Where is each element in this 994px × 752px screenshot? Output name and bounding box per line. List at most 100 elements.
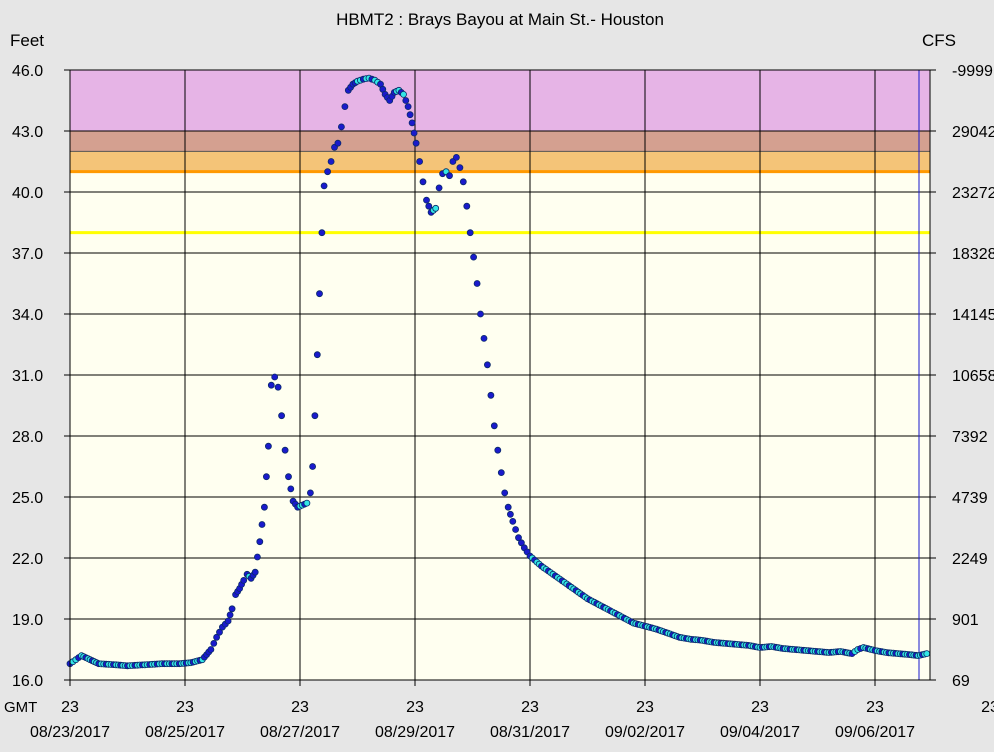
data-point — [487, 391, 495, 399]
data-point — [483, 361, 491, 369]
data-point — [432, 204, 440, 212]
data-point — [341, 103, 349, 110]
timezone-label: GMT — [4, 699, 37, 716]
data-point — [240, 577, 248, 584]
y-right-tick-label: 18328 — [952, 246, 994, 263]
data-point — [477, 310, 484, 318]
data-point — [497, 469, 505, 477]
right-axis-label: CFS — [922, 31, 956, 50]
data-point — [251, 568, 259, 576]
data-point — [287, 485, 295, 493]
y-right-tick-label: 69 — [952, 673, 970, 690]
data-point — [258, 521, 266, 528]
data-point — [412, 139, 420, 147]
data-point — [213, 633, 221, 641]
data-point — [253, 553, 261, 561]
data-point — [281, 446, 289, 454]
data-point — [404, 103, 412, 110]
data-point — [406, 111, 414, 119]
data-point — [515, 534, 522, 542]
data-point — [264, 442, 272, 450]
data-point — [470, 253, 478, 261]
x-tick-date-label: 09/04/2017 — [720, 724, 800, 741]
x-tick-hour-label: 23 — [176, 699, 194, 716]
data-point — [425, 202, 433, 210]
y-right-tick-label: 23272 — [952, 185, 994, 202]
x-tick-date-label: 08/29/2017 — [375, 724, 455, 741]
x-tick-hour-label: 23 — [406, 699, 424, 716]
data-point — [271, 373, 279, 381]
y-right-tick-label: 10658 — [952, 368, 994, 385]
y-tick-label: 19.0 — [12, 612, 43, 629]
data-point — [408, 119, 416, 127]
y-tick-label: 34.0 — [12, 307, 43, 324]
data-point — [318, 229, 326, 237]
data-point — [334, 139, 342, 147]
data-point — [216, 628, 223, 636]
y-right-tick-label: 7392 — [952, 429, 988, 446]
y-right-tick-label: 4739 — [952, 490, 988, 507]
data-point — [210, 640, 218, 647]
data-point — [509, 518, 517, 525]
data-point — [256, 538, 264, 546]
data-point — [337, 123, 345, 131]
data-point — [228, 605, 236, 613]
y-right-tick-label: -9999 — [952, 63, 993, 80]
flood-band-moderate — [70, 151, 930, 172]
flood-band-record — [70, 70, 930, 131]
left-axis-label: Feet — [10, 31, 44, 50]
x-tick-date-label: 08/23/2017 — [30, 724, 110, 741]
y-tick-label: 25.0 — [12, 490, 43, 507]
y-tick-label: 37.0 — [12, 246, 43, 263]
data-point — [452, 153, 460, 161]
data-point — [501, 489, 509, 497]
data-point — [490, 422, 498, 430]
y-tick-label: 46.0 — [12, 63, 43, 80]
data-point — [327, 158, 335, 165]
y-tick-label: 22.0 — [12, 551, 43, 568]
data-point — [306, 489, 314, 497]
data-point — [459, 178, 467, 186]
plot-frame — [69, 69, 931, 681]
chart-title: HBMT2 : Brays Bayou at Main St.- Houston — [336, 10, 664, 29]
y-tick-label: 31.0 — [12, 368, 43, 385]
y-right-tick-label: 14145 — [952, 307, 994, 324]
data-point — [419, 178, 427, 186]
data-point — [311, 412, 319, 420]
y-right-tick-label: 2249 — [952, 551, 988, 568]
data-point — [504, 503, 512, 511]
data-point — [473, 280, 481, 287]
flood-band-major — [70, 131, 930, 152]
data-point — [923, 650, 931, 657]
x-tick-date-label: 08/25/2017 — [145, 724, 225, 741]
data-point — [400, 91, 407, 98]
data-point — [494, 446, 502, 454]
data-point — [480, 334, 488, 342]
data-point — [518, 539, 525, 547]
x-tick-date-label: 08/27/2017 — [260, 724, 340, 741]
data-point — [313, 351, 321, 359]
x-tick-hour-label: 23 — [291, 699, 309, 716]
data-point — [463, 202, 471, 210]
data-point — [278, 412, 286, 420]
y-right-tick-label: 29042 — [952, 124, 994, 141]
x-tick-hour-label: 23 — [636, 699, 654, 716]
data-point — [316, 290, 323, 298]
x-tick-date-label: 08/31/2017 — [490, 724, 570, 741]
x-tick-hour-label: 23 — [751, 699, 769, 716]
y-tick-label: 16.0 — [12, 673, 43, 690]
data-point — [267, 381, 275, 389]
data-point — [285, 473, 292, 481]
data-point — [274, 383, 282, 391]
data-point — [416, 158, 424, 165]
data-point — [435, 184, 443, 192]
x-tick-hour-label: 23 — [61, 699, 79, 716]
data-point — [446, 172, 453, 180]
y-right-tick-label: 901 — [952, 612, 979, 629]
data-point — [456, 164, 464, 172]
x-tick-hour-label: 23 — [521, 699, 539, 716]
data-point — [320, 182, 328, 190]
y-tick-label: 28.0 — [12, 429, 43, 446]
data-point — [309, 463, 317, 470]
